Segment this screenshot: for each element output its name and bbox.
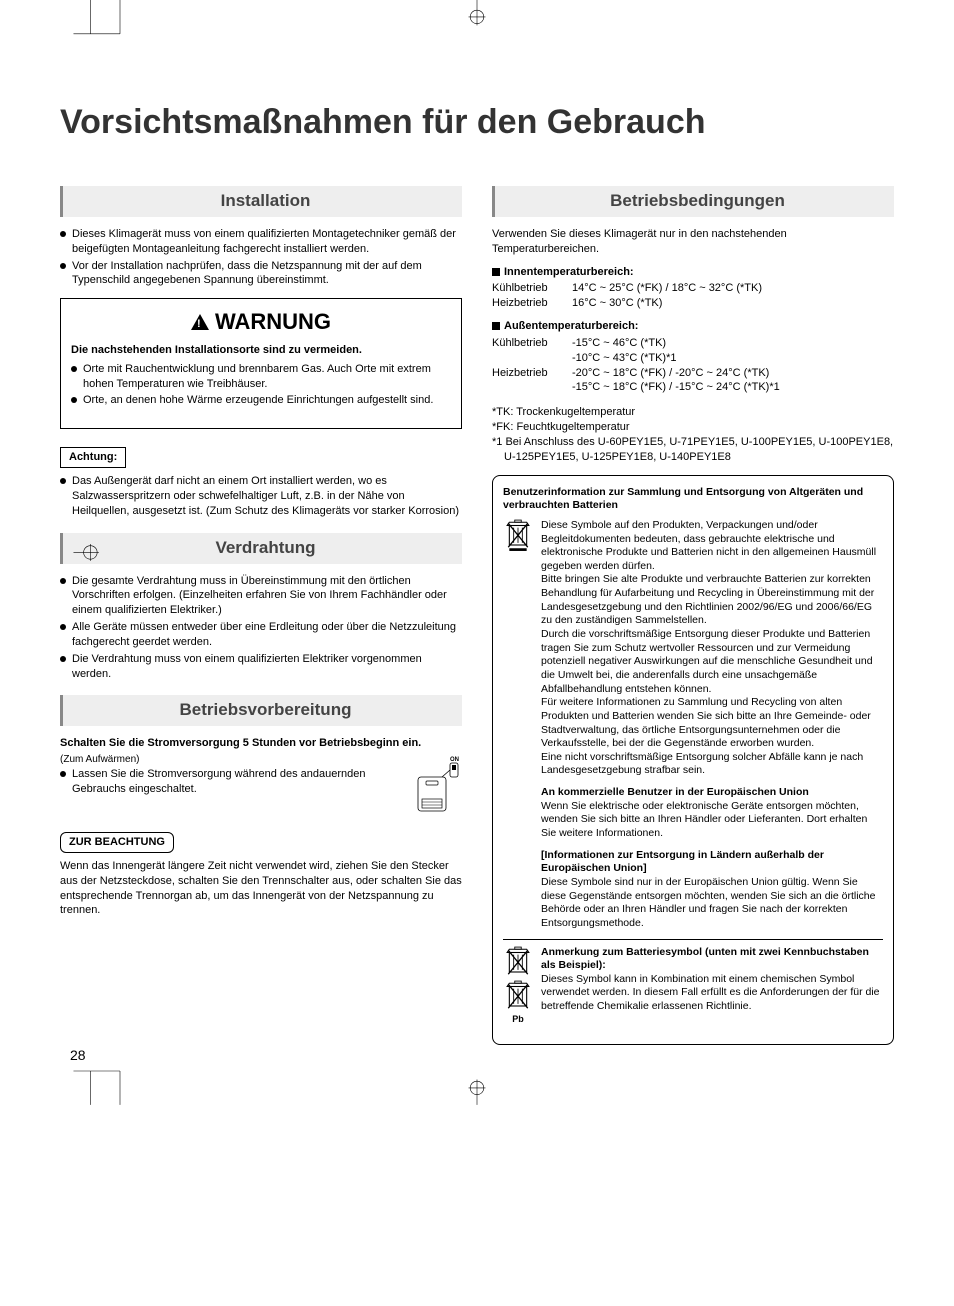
switch-illustration: ON: [412, 753, 462, 818]
right-column: Betriebsbedingungen Verwenden Sie dieses…: [492, 186, 894, 1045]
list-item: Lassen Sie die Stromversorgung während d…: [60, 767, 404, 797]
range-row: Heizbetrieb16°C ~ 30°C (*TK): [492, 296, 894, 311]
footnotes: *TK: Trockenkugeltemperatur *FK: Feuchtk…: [492, 405, 894, 464]
section-verdrahtung-heading: Verdrahtung: [60, 533, 462, 564]
beachtung-label: ZUR BEACHTUNG: [60, 832, 174, 853]
warnung-bullets: Orte mit Rauchentwicklung und brennbarem…: [71, 362, 451, 409]
bedingungen-intro: Verwenden Sie dieses Klimagerät nur in d…: [492, 227, 894, 257]
footnote: *TK: Trockenkugeltemperatur: [492, 405, 894, 420]
weee-bin-icon: [505, 519, 531, 552]
warnung-box: WARNUNG Die nachstehenden Installationso…: [60, 298, 462, 429]
section-vorbereitung-heading: Betriebsvorbereitung: [60, 695, 462, 726]
info-noneu-txt: Diese Symbole sind nur in der Europäisch…: [541, 876, 883, 931]
section-installation-heading: Installation: [60, 186, 462, 217]
warnung-sub: Die nachstehenden Installationsorte sind…: [71, 343, 451, 358]
list-item: Orte mit Rauchentwicklung und brennbarem…: [71, 362, 451, 392]
range-row: -10°C ~ 43°C (*TK)*1: [492, 351, 894, 366]
range-row: Kühlbetrieb-15°C ~ 46°C (*TK): [492, 336, 894, 351]
list-item: Alle Geräte müssen entweder über eine Er…: [60, 620, 462, 650]
verdrahtung-bullets: Die gesamte Verdrahtung muss in Übereins…: [60, 574, 462, 682]
section-bedingungen-heading: Betriebsbedingungen: [492, 186, 894, 217]
info-bat-txt: Dieses Symbol kann in Kombination mit ei…: [541, 973, 883, 1014]
beachtung-text: Wenn das Innengerät längere Zeit nicht v…: [60, 859, 462, 918]
info-p3: Durch die vorschriftsmäßige Entsorgung d…: [541, 628, 883, 696]
weee-bin-icon: [505, 946, 531, 976]
info-noneu-hdr: [Informationen zur Entsorgung in Ländern…: [541, 849, 883, 876]
info-eu-hdr: An kommerzielle Benutzer in der Europäis…: [541, 786, 883, 800]
content-columns: Installation Dieses Klimagerät muss von …: [60, 186, 894, 1045]
installation-bullets: Dieses Klimagerät muss von einem qualifi…: [60, 227, 462, 288]
range-row: Heizbetrieb-20°C ~ 18°C (*FK) / -20°C ~ …: [492, 366, 894, 381]
vorbereitung-sub: Schalten Sie die Stromversorgung 5 Stund…: [60, 736, 462, 751]
innen-label: Innentemperaturbereich:: [492, 265, 894, 280]
footnote: *FK: Feuchtkugeltemperatur: [492, 420, 894, 435]
info-header: Benutzerinformation zur Sammlung und Ent…: [503, 486, 883, 513]
switch-on-label: ON: [450, 757, 459, 763]
aussen-label: Außentemperaturbereich:: [492, 319, 894, 334]
vorbereitung-bullets: Lassen Sie die Stromversorgung während d…: [60, 767, 404, 797]
vorbereitung-note: (Zum Aufwärmen): [60, 753, 404, 767]
left-column: Installation Dieses Klimagerät muss von …: [60, 186, 462, 1045]
list-item: Das Außengerät darf nicht an einem Ort i…: [60, 474, 462, 519]
warnung-heading: WARNUNG: [71, 307, 451, 337]
weee-bin-pb-icon: [505, 980, 531, 1010]
list-item: Orte, an denen hohe Wärme erzeugende Ein…: [71, 393, 451, 408]
info-bat-hdr: Anmerkung zum Batteriesymbol (unten mit …: [541, 946, 883, 973]
page-title: Vorsichtsmaßnahmen für den Gebrauch: [60, 100, 894, 146]
page-number: 28: [70, 1046, 86, 1065]
info-p5: Eine nicht vorschriftsmäßige Entsorgung …: [541, 751, 883, 778]
warnung-label: WARNUNG: [215, 307, 331, 337]
range-row: Kühlbetrieb14°C ~ 25°C (*FK) / 18°C ~ 32…: [492, 281, 894, 296]
info-p2: Bitte bringen Sie alte Produkte und verb…: [541, 573, 883, 628]
list-item: Die gesamte Verdrahtung muss in Übereins…: [60, 574, 462, 619]
info-p1: Diese Symbole auf den Produkten, Verpack…: [541, 519, 883, 574]
info-eu-txt: Wenn Sie elektrische oder elektronische …: [541, 800, 883, 841]
info-p4: Für weitere Informationen zu Sammlung un…: [541, 696, 883, 751]
achtung-bullets: Das Außengerät darf nicht an einem Ort i…: [60, 474, 462, 519]
list-item: Die Verdrahtung muss von einem qualifizi…: [60, 652, 462, 682]
list-item: Dieses Klimagerät muss von einem qualifi…: [60, 227, 462, 257]
footnote: *1 Bei Anschluss des U-60PEY1E5, U-71PEY…: [492, 435, 894, 465]
disposal-info-panel: Benutzerinformation zur Sammlung und Ent…: [492, 475, 894, 1045]
list-item: Vor der Installation nachprüfen, dass di…: [60, 259, 462, 289]
achtung-label: Achtung:: [60, 447, 126, 468]
range-row: -15°C ~ 18°C (*FK) / -15°C ~ 24°C (*TK)*…: [492, 380, 894, 395]
pb-label: Pb: [512, 1014, 524, 1026]
warning-triangle-icon: [191, 314, 209, 330]
